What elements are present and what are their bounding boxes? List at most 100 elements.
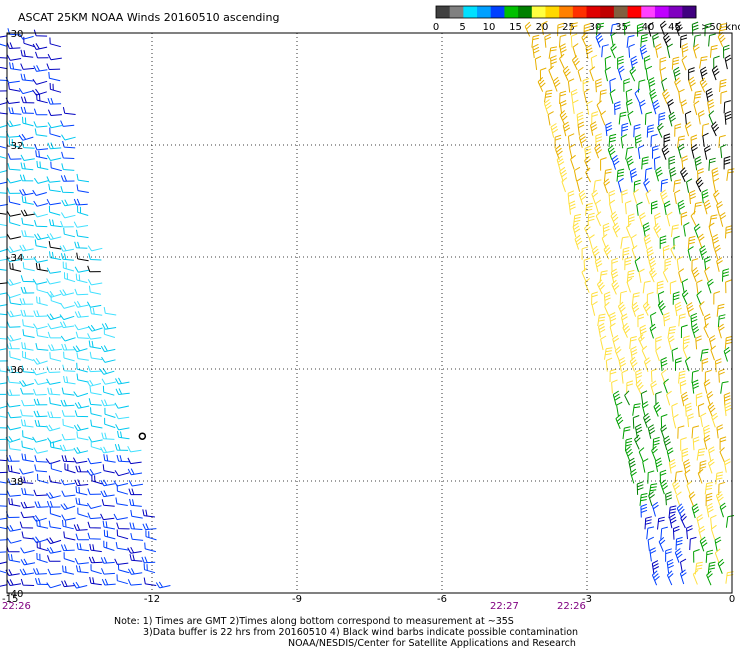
wind-barb [715,491,724,506]
wind-barb [671,56,680,70]
wind-barb [624,256,632,271]
wind-barb [697,403,705,418]
wind-barb [720,144,727,159]
wind-barb [704,256,711,271]
wind-barb [32,515,47,522]
wind-barb [49,82,62,93]
wind-barb [681,155,689,170]
wind-barb [723,458,731,473]
wind-barb [657,122,664,138]
wind-barb [645,189,652,205]
wind-barb [0,551,7,553]
wind-barb [33,177,49,184]
wind-barb [643,357,651,372]
wind-barb [653,156,661,170]
wind-barb [6,424,21,431]
wind-barb [550,55,557,70]
wind-barb [642,280,651,294]
wind-barb [73,524,88,531]
wind-barb [142,509,155,518]
wind-barb [707,278,714,294]
wind-barb [641,345,648,361]
wind-barb [614,346,622,362]
wind-barb [0,156,7,159]
wind-barb [63,531,76,541]
wind-barb [668,111,676,127]
wind-barb [624,390,630,406]
wind-barb [720,90,728,104]
wind-barb [671,402,678,417]
wind-barb [591,111,599,125]
wind-barb [100,513,115,521]
wind-barb [626,155,634,171]
wind-barb [144,542,157,553]
wind-barb [104,407,116,418]
wind-barb [695,176,704,192]
wind-barb [5,569,20,576]
wind-barb [609,89,616,104]
wind-barb [724,335,733,349]
wind-barb [6,310,22,318]
wind-barb [676,503,685,519]
wind-barb [600,335,607,351]
wind-barb [114,470,130,477]
wind-barb [48,183,61,193]
wind-barb [693,223,701,239]
wind-barb [665,548,672,562]
wind-barb [75,331,89,339]
wind-barb [700,348,709,362]
wind-barb [684,110,692,125]
colorbar-swatch [545,6,560,18]
wind-barb [652,145,659,159]
wind-barb [726,168,735,181]
wind-barb [585,202,593,216]
wind-barb [686,302,694,317]
wind-barb [0,125,7,128]
wind-barb [723,100,731,114]
wind-barb [104,417,116,429]
wind-barb [595,199,602,215]
wind-barb [577,121,585,136]
wind-barb [129,522,143,530]
wind-barb [691,267,700,282]
wind-barb [670,244,677,260]
wind-barb [46,278,61,285]
wind-barb [33,256,48,263]
wind-barb [614,101,621,115]
wind-barb [47,437,62,444]
wind-barb [665,491,673,506]
wind-barb [607,145,616,160]
wind-barb [622,426,631,440]
wind-barb [48,475,62,484]
wind-barb [708,446,715,461]
wind-barb [103,307,117,316]
wind-barb [32,88,47,96]
wind-barb [9,62,22,71]
wind-barb [73,198,88,206]
wind-barb [22,430,34,441]
wind-barb [0,57,8,59]
location-marker [138,432,147,440]
wind-barb [115,377,130,385]
wind-barb [0,66,8,70]
wind-barb [717,323,725,339]
wind-barb [668,459,677,474]
wind-barb [62,418,75,429]
wind-barb [678,370,686,384]
wind-barb [719,212,727,227]
wind-barb [655,43,662,58]
wind-barb [0,539,8,541]
wind-barb [87,333,102,340]
colorbar-label: 30 [589,22,602,33]
wind-barb [610,268,619,284]
wind-barb [101,378,117,385]
wind-barb [75,465,89,473]
wind-barb [669,280,677,295]
wind-barb [636,201,643,216]
wind-barb [719,79,727,93]
wind-barb [22,262,35,272]
wind-barb [659,235,667,249]
wind-barb [603,291,611,306]
wind-barb [46,537,62,545]
wind-barb [643,55,651,70]
